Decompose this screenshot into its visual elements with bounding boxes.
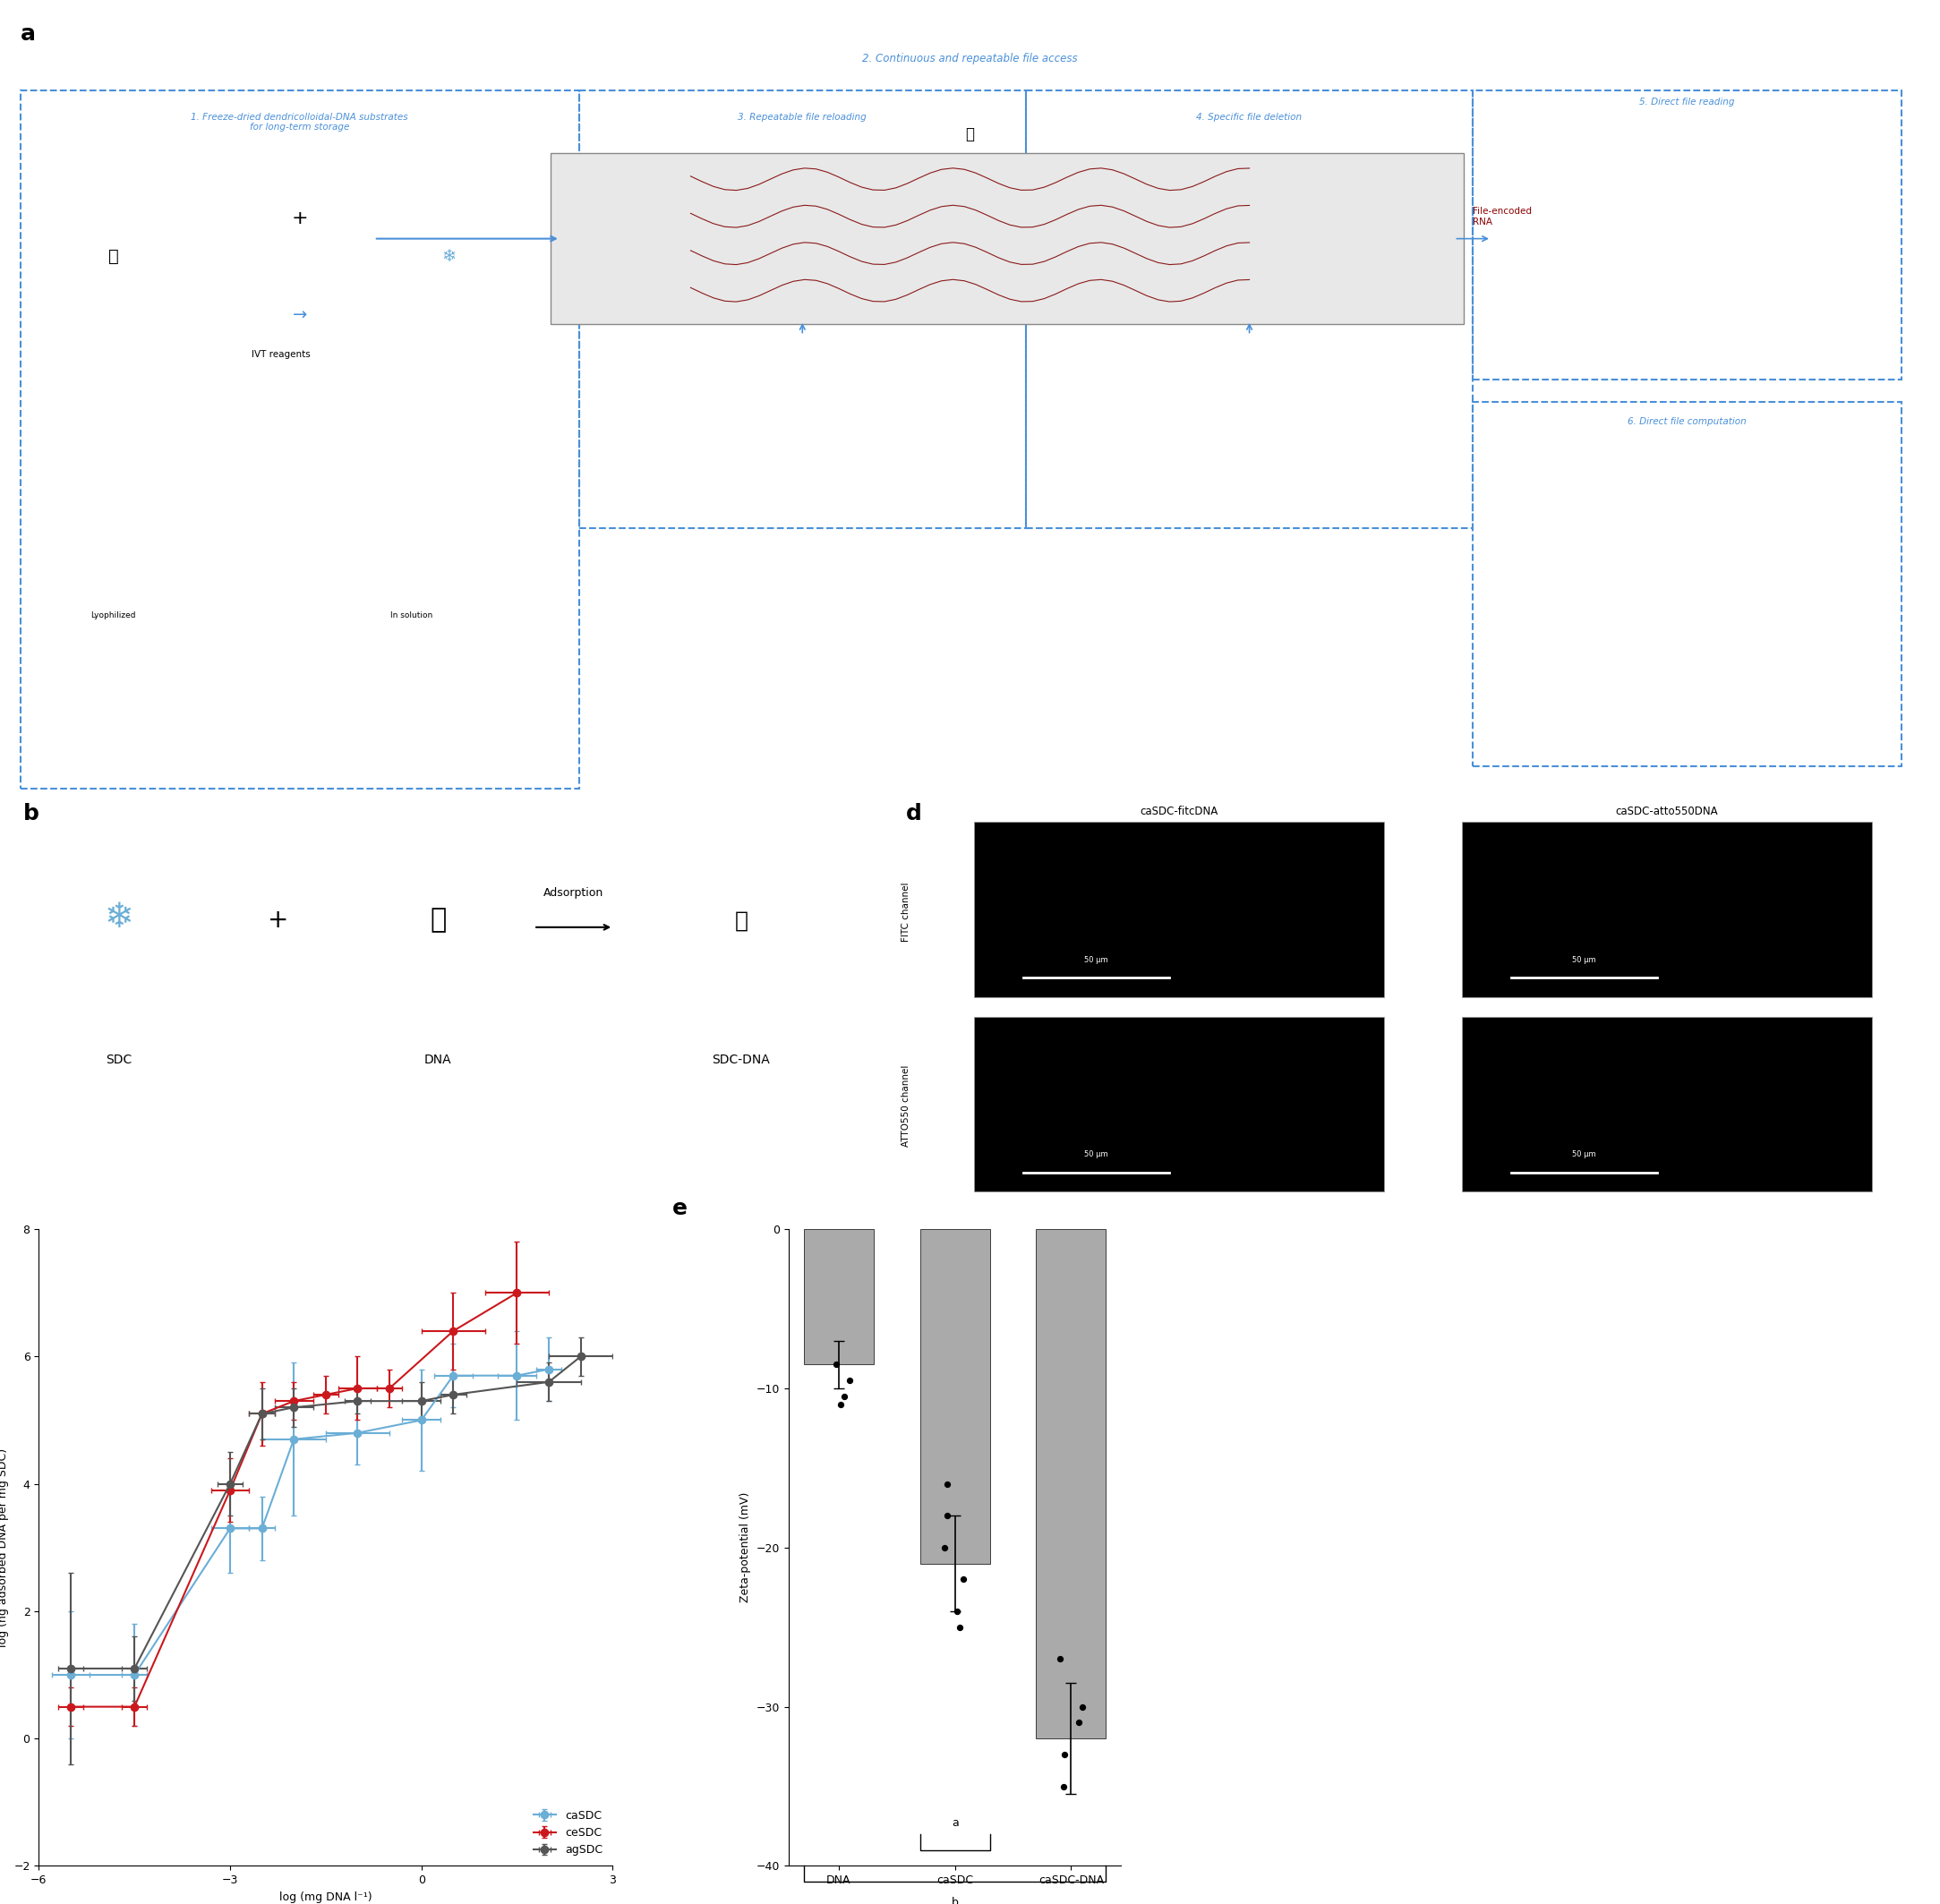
Point xyxy=(931,1468,962,1498)
Text: b: b xyxy=(23,803,39,824)
Text: →: → xyxy=(293,307,307,324)
Bar xyxy=(974,1017,1383,1192)
Text: d: d xyxy=(906,803,921,824)
Point xyxy=(1050,1738,1081,1769)
Text: File-encoded
RNA: File-encoded RNA xyxy=(1472,208,1533,227)
Text: 🧬: 🧬 xyxy=(431,906,446,933)
Text: a: a xyxy=(19,23,35,44)
Text: 🧲: 🧲 xyxy=(966,126,974,143)
FancyBboxPatch shape xyxy=(551,152,1463,324)
Text: Adsorption: Adsorption xyxy=(543,887,603,899)
Text: Lyophilized: Lyophilized xyxy=(91,611,136,619)
Point xyxy=(949,1563,980,1594)
X-axis label: log (mg DNA l⁻¹): log (mg DNA l⁻¹) xyxy=(279,1891,372,1902)
Bar xyxy=(803,1230,873,1365)
Bar xyxy=(1036,1230,1106,1738)
Point xyxy=(828,1380,859,1411)
Text: caSDC-fitcDNA: caSDC-fitcDNA xyxy=(1141,805,1218,817)
Legend: caSDC, ceSDC, agSDC: caSDC, ceSDC, agSDC xyxy=(530,1805,607,1860)
Text: In solution: In solution xyxy=(390,611,433,619)
Point xyxy=(826,1390,857,1420)
Text: a: a xyxy=(951,1816,958,1830)
Bar xyxy=(1463,823,1872,998)
Point xyxy=(1063,1708,1094,1738)
Text: DNA: DNA xyxy=(425,1053,452,1066)
Text: 50 μm: 50 μm xyxy=(1571,1150,1597,1160)
Text: 50 μm: 50 μm xyxy=(1084,956,1108,963)
Point xyxy=(929,1533,960,1563)
Point xyxy=(834,1365,865,1396)
Point xyxy=(1067,1691,1098,1721)
Point xyxy=(1048,1771,1079,1801)
Y-axis label: log (ng adsorbed DNA per mg SDC): log (ng adsorbed DNA per mg SDC) xyxy=(0,1449,8,1647)
Bar xyxy=(1463,1017,1872,1192)
Text: SDC: SDC xyxy=(105,1053,132,1066)
Text: ❄: ❄ xyxy=(440,248,456,265)
Text: 6. Direct file computation: 6. Direct file computation xyxy=(1628,417,1746,426)
Text: IVT reagents: IVT reagents xyxy=(252,350,310,360)
Text: 2. Continuous and repeatable file access: 2. Continuous and repeatable file access xyxy=(861,53,1079,65)
Text: 3. Repeatable file reloading: 3. Repeatable file reloading xyxy=(737,112,867,122)
Text: 🧬: 🧬 xyxy=(109,248,118,265)
Y-axis label: Zeta-potential (mV): Zeta-potential (mV) xyxy=(739,1493,751,1603)
Text: 50 μm: 50 μm xyxy=(1571,956,1597,963)
Point xyxy=(941,1596,972,1626)
Text: 1. Freeze-dried dendricolloidal-DNA substrates
for long-term storage: 1. Freeze-dried dendricolloidal-DNA subs… xyxy=(190,112,407,131)
Text: b: b xyxy=(951,1896,958,1904)
Point xyxy=(821,1350,852,1380)
Point xyxy=(1044,1643,1075,1674)
Text: 🧬: 🧬 xyxy=(735,910,749,931)
Text: e: e xyxy=(673,1198,689,1219)
Text: 50 μm: 50 μm xyxy=(1084,1150,1108,1160)
Bar xyxy=(974,823,1383,998)
Text: FITC channel: FITC channel xyxy=(902,882,910,941)
Text: caSDC-atto550DNA: caSDC-atto550DNA xyxy=(1616,805,1719,817)
Text: 5. Direct file reading: 5. Direct file reading xyxy=(1639,97,1734,107)
Text: SDC-DNA: SDC-DNA xyxy=(712,1053,770,1066)
Text: ❄: ❄ xyxy=(105,901,134,935)
Bar xyxy=(920,1230,989,1563)
Point xyxy=(945,1613,976,1643)
Text: +: + xyxy=(291,209,308,227)
Text: ATTO550 channel: ATTO550 channel xyxy=(902,1066,910,1146)
Text: +: + xyxy=(268,908,289,933)
Text: 4. Specific file deletion: 4. Specific file deletion xyxy=(1197,112,1302,122)
Point xyxy=(931,1500,962,1531)
